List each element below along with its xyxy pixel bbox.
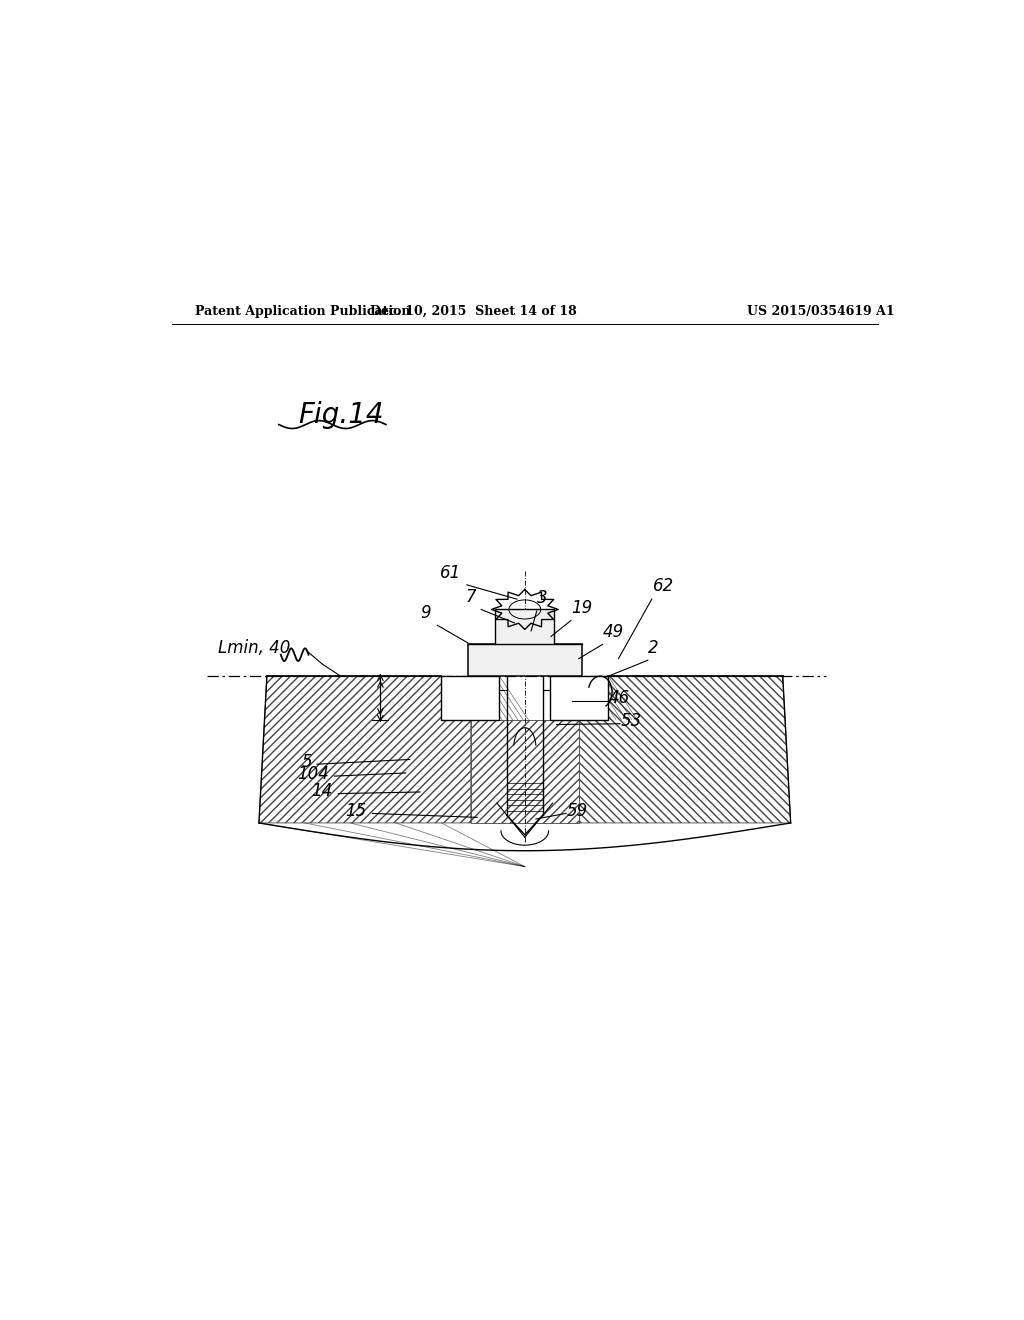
Text: 19: 19 bbox=[570, 598, 592, 616]
Text: 2: 2 bbox=[648, 639, 658, 657]
Text: 59: 59 bbox=[567, 803, 588, 820]
Text: 15: 15 bbox=[345, 803, 367, 820]
Text: 46: 46 bbox=[609, 689, 630, 708]
Bar bbox=[550, 676, 608, 719]
Text: 49: 49 bbox=[602, 623, 624, 642]
Text: 61: 61 bbox=[440, 564, 461, 582]
Text: 9: 9 bbox=[421, 605, 431, 622]
Text: 7: 7 bbox=[465, 589, 475, 606]
Text: Patent Application Publication: Patent Application Publication bbox=[196, 305, 411, 318]
Text: 104: 104 bbox=[297, 764, 329, 783]
Text: 53: 53 bbox=[621, 711, 642, 730]
Bar bbox=[496, 610, 554, 644]
Bar bbox=[441, 676, 500, 719]
Text: US 2015/0354619 A1: US 2015/0354619 A1 bbox=[748, 305, 895, 318]
Text: 14: 14 bbox=[311, 783, 333, 800]
Text: 3: 3 bbox=[537, 589, 548, 607]
Polygon shape bbox=[471, 719, 579, 822]
Text: 62: 62 bbox=[653, 577, 675, 595]
Text: Lmin, 40: Lmin, 40 bbox=[218, 639, 291, 656]
Text: 5: 5 bbox=[301, 752, 312, 771]
Text: Dec. 10, 2015  Sheet 14 of 18: Dec. 10, 2015 Sheet 14 of 18 bbox=[370, 305, 577, 318]
Text: Fig.14: Fig.14 bbox=[299, 401, 384, 429]
Bar bbox=[468, 644, 582, 676]
